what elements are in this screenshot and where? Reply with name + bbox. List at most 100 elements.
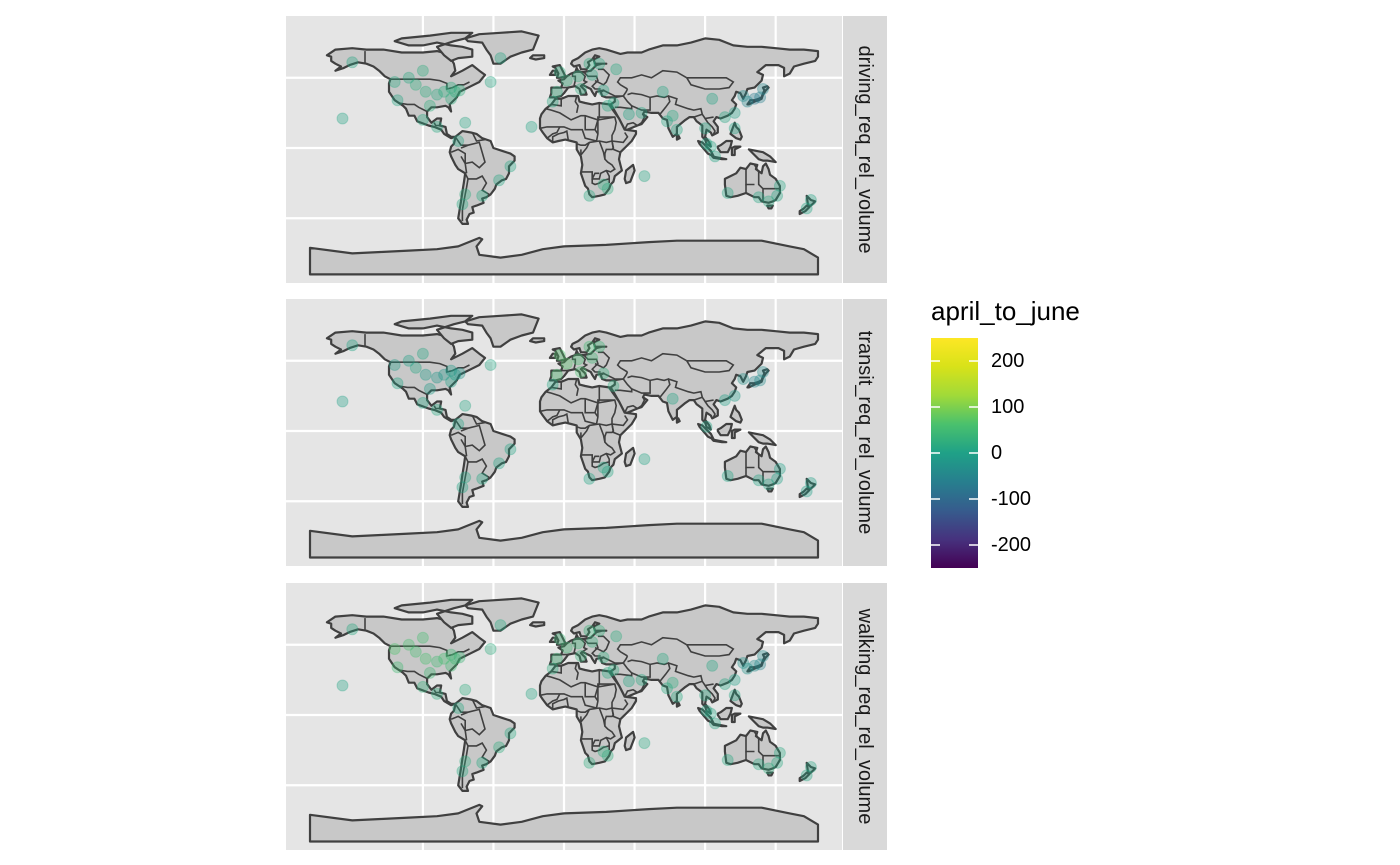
data-point	[700, 123, 711, 134]
data-point	[337, 113, 348, 124]
data-point	[700, 690, 711, 701]
data-point	[753, 475, 764, 486]
data-point	[389, 360, 400, 371]
data-point	[587, 69, 598, 80]
data-point	[526, 121, 537, 132]
data-point	[598, 85, 609, 96]
data-point	[758, 84, 769, 95]
data-point	[774, 463, 785, 474]
data-point	[505, 444, 516, 455]
data-point	[602, 183, 613, 194]
data-point	[662, 683, 673, 694]
data-point	[598, 652, 609, 663]
facet-panels: driving_req_rel_volumetransit_req_rel_vo…	[286, 16, 887, 850]
data-point	[575, 651, 586, 662]
data-point	[392, 95, 403, 106]
data-point	[337, 396, 348, 407]
data-point	[608, 381, 619, 392]
data-point	[602, 750, 613, 761]
data-point	[432, 404, 443, 415]
data-point	[460, 400, 471, 411]
data-point	[457, 766, 468, 777]
data-point	[758, 367, 769, 378]
data-point	[494, 458, 505, 469]
legend-tick-label: 200	[991, 350, 1024, 372]
data-point	[575, 84, 586, 95]
data-point	[636, 674, 647, 685]
legend-tick-label: -200	[991, 534, 1031, 556]
data-point	[554, 67, 565, 78]
land-polygon	[677, 702, 680, 706]
data-point	[477, 473, 488, 484]
data-point	[710, 151, 721, 162]
data-point	[742, 96, 753, 107]
data-point	[347, 57, 358, 68]
land-polygon	[530, 338, 544, 342]
data-point	[584, 757, 595, 768]
data-point	[392, 662, 403, 673]
data-point	[417, 348, 428, 359]
data-point	[547, 663, 558, 674]
data-point	[738, 374, 749, 385]
legend-tick-label: 100	[991, 396, 1024, 418]
legend-tick-label: -100	[991, 488, 1031, 510]
data-point	[598, 368, 609, 379]
facet-strip-label: driving_req_rel_volume	[854, 46, 876, 254]
data-point	[477, 757, 488, 768]
data-point	[417, 681, 428, 692]
data-point	[485, 360, 496, 371]
data-point	[424, 100, 435, 111]
data-point	[432, 688, 443, 699]
data-point	[403, 355, 414, 366]
data-point	[453, 703, 464, 714]
data-point	[417, 397, 428, 408]
data-point	[662, 116, 673, 127]
data-point	[753, 759, 764, 770]
data-point	[554, 634, 565, 645]
data-point	[403, 72, 414, 83]
land-polygon	[677, 135, 680, 139]
data-point	[749, 376, 760, 387]
data-point	[460, 472, 471, 483]
data-point	[774, 180, 785, 191]
data-point	[505, 728, 516, 739]
land-polygon	[530, 622, 544, 626]
data-point	[753, 192, 764, 203]
data-point	[495, 620, 506, 631]
data-point	[707, 660, 718, 671]
data-point	[460, 684, 471, 695]
data-point	[587, 352, 598, 363]
data-point	[573, 638, 584, 649]
legend-title: april_to_june	[931, 296, 1080, 326]
data-point	[722, 755, 733, 766]
data-point	[594, 58, 605, 69]
data-point	[729, 690, 740, 701]
data-point	[719, 112, 730, 123]
data-point	[584, 473, 595, 484]
facet-strip-label: walking_req_rel_volume	[854, 608, 876, 825]
data-point	[707, 93, 718, 104]
data-point	[417, 65, 428, 76]
data-point	[424, 383, 435, 394]
data-point	[722, 471, 733, 482]
data-point	[460, 117, 471, 128]
data-point	[457, 199, 468, 210]
data-point	[485, 644, 496, 655]
data-point	[763, 479, 774, 490]
data-point	[575, 367, 586, 378]
data-point	[392, 378, 403, 389]
data-point	[758, 651, 769, 662]
data-point	[602, 466, 613, 477]
data-point	[389, 644, 400, 655]
data-point	[639, 454, 650, 465]
data-point	[602, 667, 613, 678]
data-point	[494, 175, 505, 186]
data-point	[671, 691, 682, 702]
land-polygon	[530, 55, 544, 59]
data-point	[573, 71, 584, 82]
data-point	[729, 123, 740, 134]
legend-tick-label: 0	[991, 442, 1002, 464]
data-point	[424, 667, 435, 678]
data-point	[623, 676, 634, 687]
